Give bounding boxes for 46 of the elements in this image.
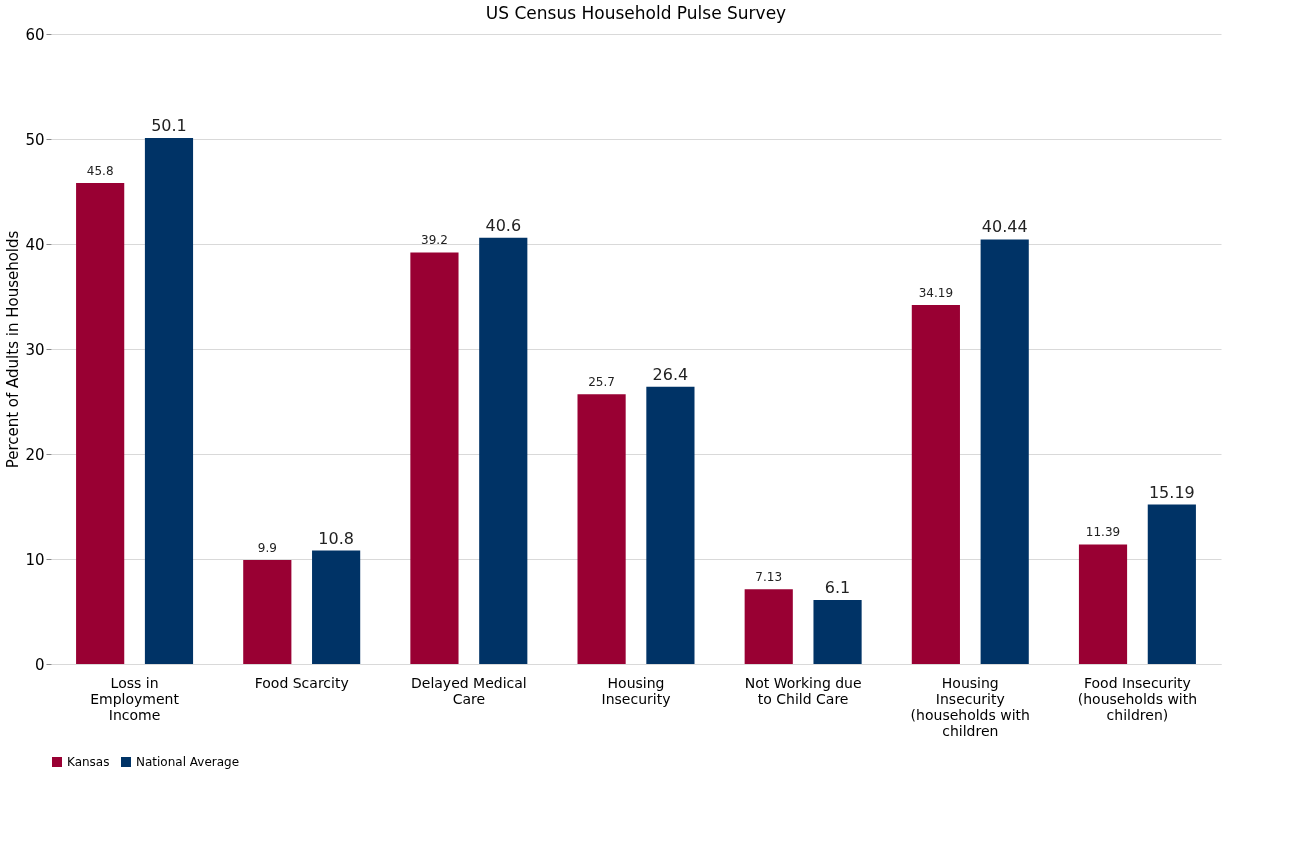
- y-tick-label: 60: [25, 25, 45, 44]
- y-axis-title: Percent of Adults in Households: [4, 230, 23, 469]
- data-label: 39.2: [421, 233, 448, 248]
- bar: [744, 589, 793, 664]
- y-tick-label: 20: [25, 445, 45, 464]
- data-label: 25.7: [588, 375, 615, 390]
- legend-label: Kansas: [67, 755, 110, 769]
- data-label: 34.19: [918, 286, 954, 301]
- x-tick-label: Delayed Medical Care: [410, 674, 527, 707]
- data-label: 45.8: [86, 164, 114, 179]
- data-label: 40.44: [981, 217, 1028, 237]
- data-label: 50.1: [151, 115, 187, 135]
- bar: [312, 550, 361, 664]
- data-label: 40.6: [485, 215, 522, 235]
- bar: [479, 237, 528, 664]
- y-tick-label: 40: [25, 235, 45, 254]
- x-tick-label: Housing Insecurity (households with children: [910, 674, 1030, 739]
- bar: [911, 305, 960, 664]
- data-label: 9.9: [257, 541, 277, 556]
- data-label: 15.19: [1148, 482, 1195, 502]
- data-label: 11.39: [1085, 525, 1121, 540]
- bar: [410, 252, 459, 664]
- bar: [1147, 504, 1196, 664]
- chart-title: US Census Household Pulse Survey: [485, 3, 787, 23]
- bar: [1078, 544, 1128, 664]
- x-tick-label: Housing Insecurity: [601, 674, 671, 707]
- x-tick-label: Food Scarcity: [254, 674, 349, 691]
- bar: [243, 560, 292, 664]
- bar: [577, 394, 626, 664]
- data-label: 7.13: [755, 570, 783, 585]
- legend-label: National Average: [136, 755, 240, 769]
- data-label: 10.8: [318, 528, 354, 548]
- bar: [980, 239, 1029, 664]
- x-tick-label: Loss in Employment Income: [90, 674, 180, 723]
- data-label: 26.4: [652, 364, 689, 384]
- bar: [813, 599, 862, 664]
- x-tick-label: Food Insecurity (households with children): [1077, 674, 1198, 723]
- y-tick-label: 10: [25, 550, 45, 569]
- x-tick-label: Not Working due to Child Care: [744, 674, 862, 707]
- data-label: 6.1: [824, 577, 851, 597]
- y-tick-label: 30: [25, 340, 45, 359]
- bar: [144, 137, 194, 664]
- y-tick-label: 50: [25, 130, 45, 149]
- y-tick-label: 0: [34, 655, 45, 674]
- bar: [76, 183, 125, 664]
- bar: [646, 386, 695, 664]
